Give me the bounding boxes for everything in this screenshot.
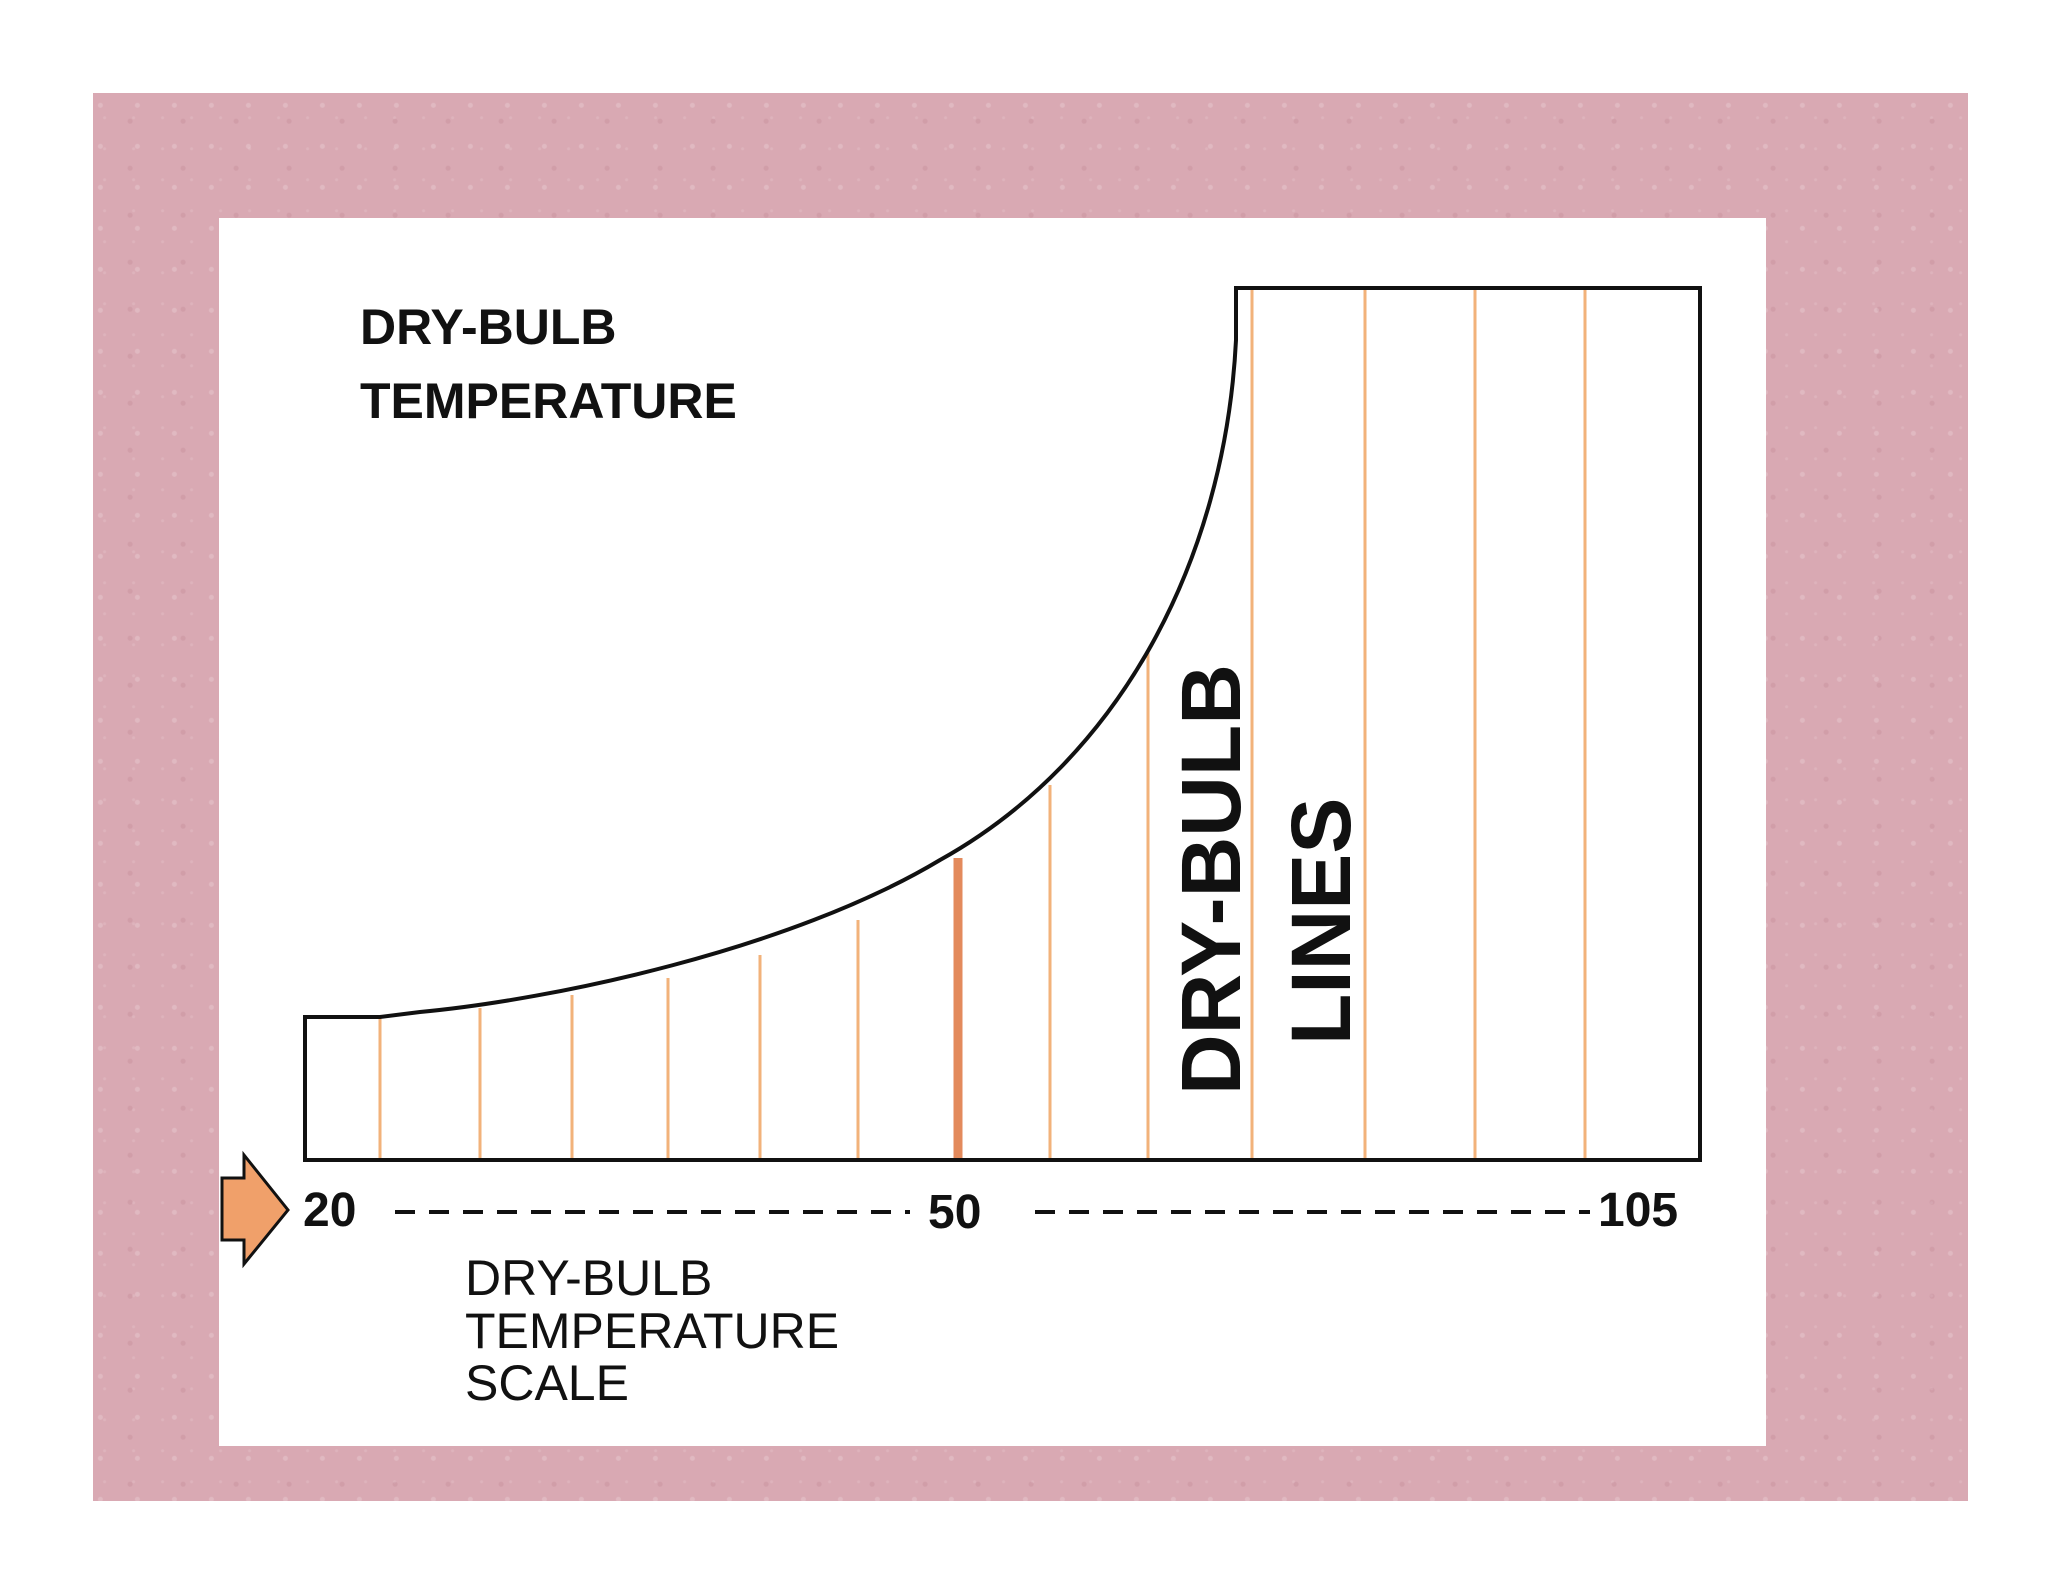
scale-label-line-2: TEMPERATURE (465, 1303, 839, 1359)
chart-outline (303, 286, 1702, 1162)
lines-label-1: DRY-BULB (1164, 664, 1258, 1095)
dry-bulb-lines (378, 288, 1587, 1158)
title-line-1: DRY-BULB (360, 299, 616, 355)
diagram-panel (219, 218, 1766, 1446)
scale-tick-50: 50 (928, 1186, 981, 1239)
arrow-right-icon (220, 1150, 290, 1269)
scale-tick-105: 105 (1598, 1184, 1678, 1237)
scale-tick-20: 20 (303, 1184, 356, 1237)
scale-label-line-3: SCALE (465, 1355, 629, 1411)
lines-label-2: LINES (1274, 798, 1368, 1045)
title-line-2: TEMPERATURE (360, 373, 737, 429)
scale-label-line-1: DRY-BULB (465, 1250, 712, 1306)
